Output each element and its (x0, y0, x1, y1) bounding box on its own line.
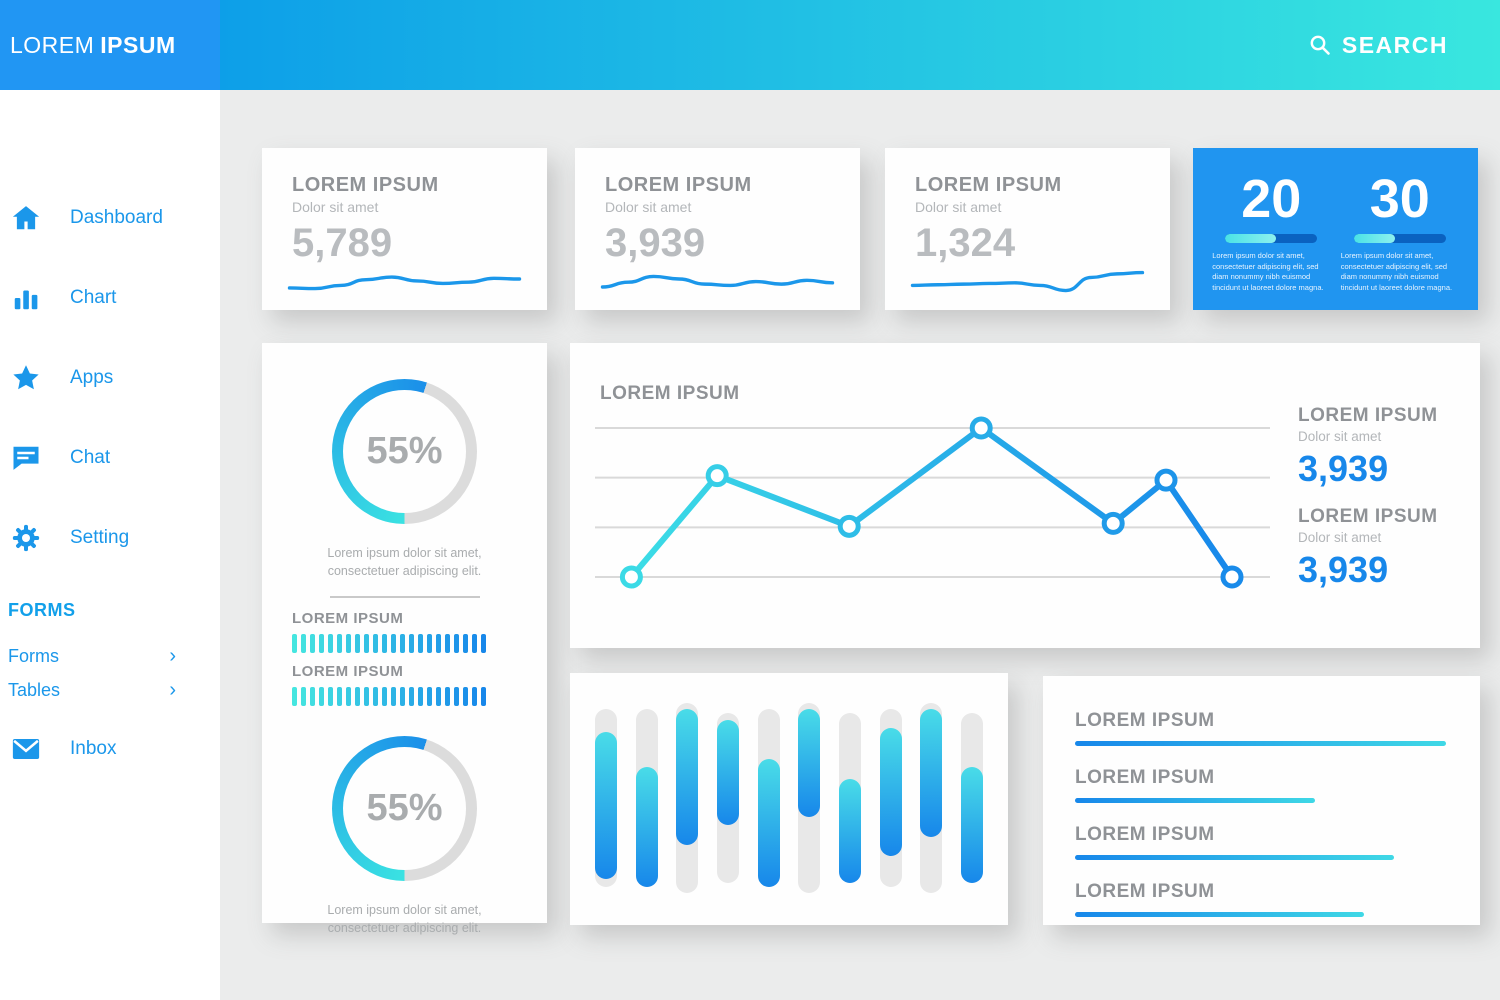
sidebar-menu: Dashboard Chart Apps Chat (0, 200, 220, 556)
sidebar-item-label: Dashboard (70, 207, 163, 228)
topbar: SEARCH (220, 0, 1500, 90)
stat-card-subtitle: Dolor sit amet (605, 199, 692, 215)
progress-row: LOREM IPSUM (1075, 881, 1450, 917)
side-stat-value: 3,939 (1298, 549, 1389, 590)
sidebar-item-label: Apps (70, 367, 114, 388)
progress-label: LOREM IPSUM (1075, 824, 1215, 845)
sidebar-item-dashboard[interactable]: Dashboard (0, 200, 220, 236)
home-icon (10, 202, 42, 234)
star-icon (10, 362, 42, 394)
sidebar-link-label: Tables (8, 679, 61, 700)
divider (329, 596, 480, 599)
progress-card: LOREM IPSUM LOREM IPSUM LOREM IPSUM LORE… (1043, 676, 1480, 925)
tick-progress-label: LOREM IPSUM (292, 663, 404, 681)
stat-card-title: LOREM IPSUM (605, 174, 752, 196)
sidebar-link-forms[interactable]: Forms › (0, 639, 220, 673)
sparkline-chart (287, 275, 522, 291)
side-stat-value: 3,939 (1298, 448, 1389, 489)
stat-card-value: 5,789 (292, 221, 393, 265)
progress-row: LOREM IPSUM (1075, 710, 1450, 746)
highlight-stat-description: Lorem ipsum dolor sit amet, consectetuer… (1340, 251, 1453, 292)
chat-icon (10, 442, 42, 474)
search-icon (1308, 33, 1332, 57)
sidebar-item-setting[interactable]: Setting (0, 520, 220, 556)
search-button[interactable]: SEARCH (1308, 0, 1448, 90)
donut-percent-label: 55% (366, 787, 443, 830)
sparkline-chart (600, 274, 835, 289)
progress-row: LOREM IPSUM (1075, 767, 1450, 803)
gear-icon (10, 522, 42, 554)
highlight-stats-card: 20 Lorem ipsum dolor sit amet, consectet… (1193, 148, 1478, 310)
progress-label: LOREM IPSUM (1075, 881, 1215, 902)
sidebar-item-chart[interactable]: Chart (0, 280, 220, 316)
sidebar-section-forms-heading: FORMS (8, 600, 76, 620)
gauge-caption: Lorem ipsum dolor sit amet, consectetuer… (327, 546, 482, 579)
progress-label: LOREM IPSUM (1075, 767, 1215, 788)
tick-progress-group: LOREM IPSUM (262, 610, 547, 654)
stat-card-title: LOREM IPSUM (915, 174, 1062, 196)
tick-progress-bar (292, 687, 517, 707)
highlight-stat-value: 20 (1241, 169, 1302, 229)
stat-card: LOREM IPSUM Dolor sit amet 1,324 (885, 148, 1170, 310)
tick-progress-label: LOREM IPSUM (292, 610, 404, 628)
column-chart (595, 701, 983, 895)
side-stat-subtitle: Dolor sit amet (1298, 530, 1382, 545)
sidebar-link-label: Forms (8, 645, 59, 666)
sidebar-item-label: Inbox (70, 738, 117, 759)
sidebar-item-inbox[interactable]: Inbox (0, 731, 220, 767)
side-stat-title: LOREM IPSUM (1298, 405, 1438, 426)
sparkline-chart (910, 270, 1145, 293)
side-stat-subtitle: Dolor sit amet (1298, 429, 1382, 444)
side-stat: LOREM IPSUM Dolor sit amet 3,939 (1298, 506, 1468, 591)
gauge-card: 55% Lorem ipsum dolor sit amet, consecte… (262, 343, 547, 935)
chevron-right-icon: › (169, 645, 176, 667)
sidebar-item-apps[interactable]: Apps (0, 360, 220, 396)
donut-percent-label: 55% (366, 430, 443, 472)
line-chart-title: LOREM IPSUM (600, 383, 740, 404)
gauge-caption: Lorem ipsum dolor sit amet, consectetuer… (327, 903, 482, 936)
progress-label: LOREM IPSUM (1075, 710, 1215, 731)
bar-chart-icon (10, 282, 42, 314)
stat-card-title: LOREM IPSUM (292, 174, 439, 196)
donut-chart: 55% (332, 379, 477, 524)
column-chart-card (570, 673, 1008, 925)
line-chart-card: LOREM IPSUM LOREM IPSUM Dolor sit amet 3… (570, 343, 1480, 648)
tick-progress-group: LOREM IPSUM (262, 663, 547, 707)
progress-line (1075, 741, 1447, 746)
highlight-stat: 20 Lorem ipsum dolor sit amet, consectet… (1212, 172, 1330, 310)
sidebar: LOREM IPSUM Dashboard Chart Apps Chat (0, 0, 220, 1000)
logo-text-primary: LOREM (10, 31, 95, 58)
side-stat-title: LOREM IPSUM (1298, 506, 1438, 527)
stat-card: LOREM IPSUM Dolor sit amet 3,939 (575, 148, 860, 310)
logo-text-secondary: IPSUM (100, 31, 176, 58)
progress-line (1075, 798, 1315, 803)
progress-line (1075, 855, 1394, 860)
side-stat: LOREM IPSUM Dolor sit amet 3,939 (1298, 405, 1468, 490)
search-label: SEARCH (1341, 31, 1448, 58)
progress-row: LOREM IPSUM (1075, 824, 1450, 860)
stat-card-subtitle: Dolor sit amet (915, 199, 1002, 215)
stat-card-value: 1,324 (915, 221, 1016, 265)
stat-card-subtitle: Dolor sit amet (292, 199, 379, 215)
mini-progress-bar (1225, 234, 1318, 243)
progress-line (1075, 912, 1364, 917)
highlight-stat-value: 30 (1369, 169, 1430, 229)
envelope-icon (10, 733, 42, 765)
chevron-right-icon: › (169, 679, 176, 701)
stat-card-value: 3,939 (605, 221, 706, 265)
sidebar-item-chat[interactable]: Chat (0, 440, 220, 476)
line-chart-side-stats: LOREM IPSUM Dolor sit amet 3,939 LOREM I… (1298, 405, 1468, 607)
sidebar-item-label: Chart (70, 287, 117, 308)
highlight-stat-description: Lorem ipsum dolor sit amet, consectetuer… (1212, 251, 1324, 292)
stat-card: LOREM IPSUM Dolor sit amet 5,789 (262, 148, 547, 310)
app-logo: LOREM IPSUM (0, 0, 220, 90)
sidebar-link-tables[interactable]: Tables › (0, 673, 220, 707)
line-chart (595, 416, 1270, 589)
mini-progress-bar (1353, 234, 1446, 243)
sidebar-item-label: Chat (70, 447, 111, 468)
donut-chart: 55% (332, 736, 477, 882)
tick-progress-bar (292, 634, 517, 654)
sidebar-item-label: Setting (70, 527, 130, 548)
highlight-stat: 30 Lorem ipsum dolor sit amet, consectet… (1341, 172, 1459, 310)
